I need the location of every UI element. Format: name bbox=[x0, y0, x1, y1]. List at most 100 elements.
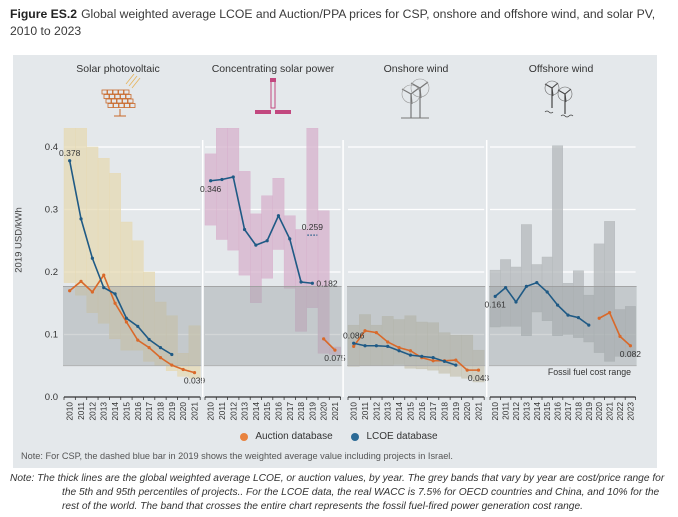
x-tick-label: 2021 bbox=[330, 402, 340, 421]
heliostat bbox=[275, 110, 283, 114]
legend: Auction database LCOE database bbox=[0, 431, 678, 444]
lcoe-point bbox=[242, 227, 247, 232]
x-tick-label: 2014 bbox=[394, 402, 404, 421]
auction-line-3 bbox=[598, 311, 631, 347]
solar-cell bbox=[101, 89, 108, 95]
lcoe-point bbox=[113, 292, 117, 296]
x-tick-label: 2018 bbox=[296, 402, 306, 421]
x-tick-label: 2015 bbox=[542, 402, 552, 421]
lcoe-point bbox=[352, 341, 356, 345]
x-tick-label: 2020 bbox=[462, 402, 472, 421]
panel-title-offshore-wind: Offshore wind bbox=[528, 63, 594, 75]
auction-point bbox=[597, 316, 601, 320]
x-tick-label: 2010 bbox=[349, 402, 359, 421]
lcoe-point bbox=[431, 356, 435, 360]
heliostat bbox=[263, 110, 271, 114]
solar-cell bbox=[105, 98, 112, 104]
solar-cell bbox=[118, 103, 125, 108]
solar-cell bbox=[112, 89, 119, 95]
x-tick-label: 2021 bbox=[190, 402, 200, 421]
lcoe-point bbox=[420, 354, 424, 358]
lcoe-line-1 bbox=[210, 176, 313, 285]
figure-title: Figure ES.2 Global weighted average LCOE … bbox=[10, 6, 670, 40]
legend-item-auction: Auction database bbox=[240, 431, 333, 442]
auction-point bbox=[397, 346, 401, 350]
x-tick-label: 2023 bbox=[625, 402, 635, 421]
x-tick-label: 2017 bbox=[285, 402, 295, 421]
lcoe-point bbox=[386, 344, 390, 348]
fossil-cost-band bbox=[204, 286, 342, 366]
data-label: 0.039 bbox=[184, 376, 206, 386]
inner-note: Note: For CSP, the dashed blue bar in 20… bbox=[21, 451, 453, 461]
x-tick-label: 2013 bbox=[521, 402, 531, 421]
solar-cell bbox=[113, 103, 119, 108]
lcoe-point bbox=[288, 237, 292, 241]
fossil-cost-band bbox=[489, 286, 637, 366]
percentile-band bbox=[625, 306, 636, 357]
auction-point bbox=[68, 289, 72, 293]
x-tick-label: 2010 bbox=[206, 402, 216, 421]
y-tick-label: 0.0 bbox=[45, 392, 58, 403]
lcoe-point bbox=[442, 359, 447, 363]
auction-point bbox=[628, 344, 633, 348]
x-tick-label: 2011 bbox=[501, 402, 511, 420]
sun-ray bbox=[128, 75, 138, 87]
lcoe-point bbox=[576, 316, 581, 320]
percentile-band bbox=[272, 178, 285, 250]
y-tick-label: 0.1 bbox=[45, 330, 58, 341]
x-tick-label: 2021 bbox=[605, 402, 615, 421]
auction-point bbox=[454, 358, 458, 362]
x-tick-label: 2016 bbox=[417, 402, 427, 421]
auction-point bbox=[136, 338, 140, 342]
percentile-band bbox=[317, 210, 330, 354]
auction-line-2 bbox=[353, 329, 479, 371]
lcoe-point bbox=[299, 280, 303, 284]
lcoe-point bbox=[158, 346, 163, 350]
auction-line-0 bbox=[69, 273, 195, 374]
x-tick-label: 2010 bbox=[490, 402, 500, 421]
auction-point bbox=[113, 301, 117, 305]
solar-cell bbox=[123, 89, 130, 95]
x-tick-label: 2018 bbox=[573, 402, 583, 421]
x-tick-label: 2020 bbox=[594, 402, 604, 421]
y-axis-label: 2019 USD/kWh bbox=[13, 207, 25, 273]
lcoe-point bbox=[254, 243, 258, 247]
auction-dot-icon bbox=[240, 432, 249, 441]
x-tick-label: 2018 bbox=[155, 402, 165, 421]
x-tick-label: 2011 bbox=[76, 402, 86, 420]
data-label: 0.259 bbox=[302, 222, 324, 232]
auction-point bbox=[465, 368, 469, 372]
lcoe-point bbox=[147, 337, 151, 342]
x-tick-label: 2014 bbox=[251, 402, 261, 421]
lcoe-point bbox=[524, 284, 529, 288]
x-tick-label: 2013 bbox=[240, 402, 250, 421]
lcoe-point bbox=[374, 344, 378, 348]
solar-cell bbox=[118, 89, 124, 95]
auction-point bbox=[79, 279, 83, 283]
lcoe-point bbox=[504, 286, 508, 290]
x-tick-label: 2012 bbox=[511, 402, 521, 421]
solar-cell bbox=[111, 98, 117, 104]
lcoe-point bbox=[209, 179, 213, 183]
x-tick-label: 2022 bbox=[615, 402, 625, 421]
x-tick-label: 2016 bbox=[273, 402, 283, 421]
lcoe-line-0 bbox=[68, 160, 173, 356]
solar-cell bbox=[127, 98, 134, 104]
lcoe-line-2 bbox=[353, 342, 457, 366]
lcoe-point bbox=[408, 353, 413, 357]
water-waves bbox=[544, 110, 574, 118]
heliostat bbox=[283, 110, 291, 114]
auction-point bbox=[90, 290, 94, 294]
lcoe-point bbox=[170, 352, 174, 357]
solar-cell bbox=[120, 94, 126, 99]
lcoe-point bbox=[231, 175, 235, 179]
data-label: 0.086 bbox=[343, 330, 365, 340]
x-tick-label: 2015 bbox=[262, 402, 272, 421]
figure-label: Figure ES.2 bbox=[10, 7, 78, 21]
percentile-band bbox=[238, 171, 251, 276]
auction-point bbox=[352, 344, 356, 348]
x-tick-label: 2015 bbox=[405, 402, 415, 421]
solar-tower-icon bbox=[255, 78, 291, 114]
lcoe-point bbox=[68, 159, 72, 163]
